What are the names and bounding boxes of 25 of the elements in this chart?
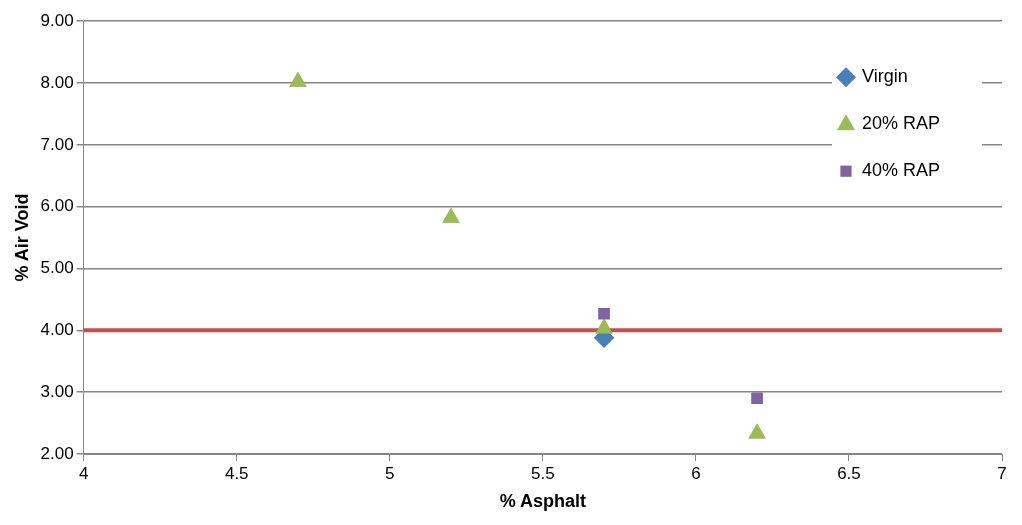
y-tick-label: 5.00 xyxy=(40,258,74,278)
point xyxy=(751,392,763,405)
x-tick-label: 4.5 xyxy=(224,463,249,483)
x-tick-label: 7 xyxy=(997,463,1007,483)
legend-label: 20% RAP xyxy=(862,113,941,134)
x-tick-label: 5.5 xyxy=(531,463,555,483)
y-tick-label: 3.00 xyxy=(40,381,74,401)
x-tick-label: 6 xyxy=(691,463,701,483)
y-tick-label: 2.00 xyxy=(40,443,74,463)
point xyxy=(598,307,610,320)
point xyxy=(289,71,307,87)
y-tick-label: 7.00 xyxy=(40,134,74,154)
point xyxy=(442,207,460,223)
y-tick-label: 6.00 xyxy=(40,196,74,216)
y-tick-label: 9.00 xyxy=(40,10,74,30)
y-axis-title: % Air Void xyxy=(11,193,32,282)
y-tick-label: 4.00 xyxy=(40,320,74,340)
legend-label: Virgin xyxy=(862,66,908,87)
point xyxy=(595,318,613,334)
y-tick-label: 8.00 xyxy=(40,72,74,92)
x-tick-label: 6.5 xyxy=(837,463,861,483)
legend-label: 40% RAP xyxy=(862,160,941,181)
x-axis-title: % Asphalt xyxy=(499,491,587,512)
x-tick-label: 4 xyxy=(78,463,89,483)
x-tick-label: 5 xyxy=(385,463,395,483)
